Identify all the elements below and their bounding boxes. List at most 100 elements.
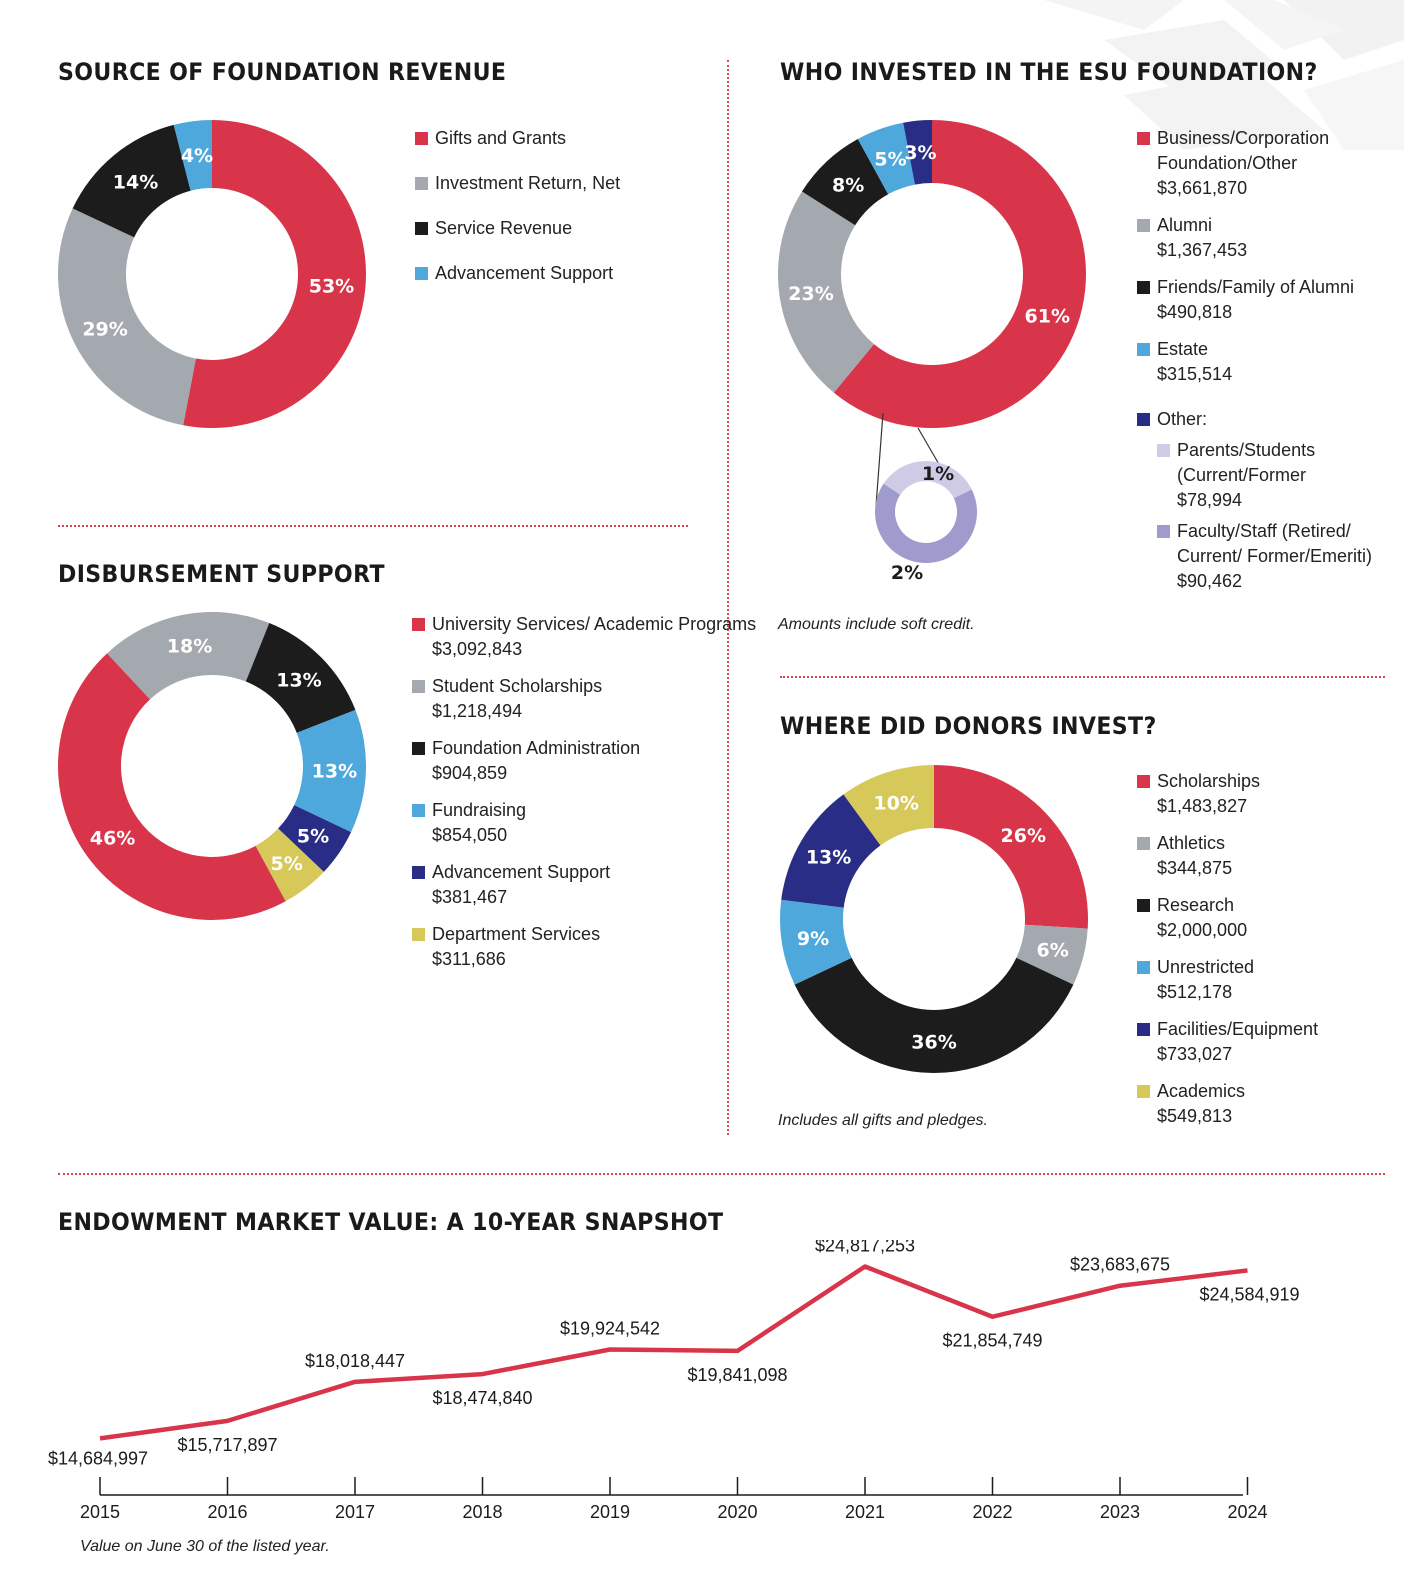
- slice-alumni: [778, 191, 874, 393]
- endowment-title: ENDOWMENT MARKET VALUE: A 10-YEAR SNAPSH…: [58, 1208, 724, 1236]
- connector-line: [917, 427, 941, 467]
- x-tick-label-2022: 2022: [972, 1502, 1012, 1522]
- legend-swatch: [1137, 961, 1150, 974]
- legend-swatch: [412, 618, 425, 631]
- x-tick-label-2015: 2015: [80, 1502, 120, 1522]
- legend-amount: $90,462: [1177, 571, 1243, 591]
- legend-label: Academics: [1157, 1081, 1246, 1101]
- divider-left: [58, 525, 688, 527]
- disbursement-legend-item: Fundraising $854,050: [412, 798, 756, 848]
- legend-label: Fundraising: [432, 800, 527, 820]
- legend-label: Gifts and Grants: [435, 128, 567, 148]
- legend-label: Student Scholarships: [432, 676, 603, 696]
- legend-amount: $3,092,843: [432, 639, 523, 659]
- endowment-series-line: [99, 1264, 1248, 1441]
- background-chevron-pattern: [1044, 0, 1404, 150]
- slice-label-investment-return-net: 29%: [82, 318, 127, 340]
- legend-swatch: [415, 267, 428, 280]
- legend-amount: $2,000,000: [1157, 920, 1248, 940]
- mini-label-faculty: 2%: [891, 562, 923, 584]
- legend-swatch: [412, 804, 425, 817]
- other-breakdown-donut: 1% 2%: [875, 412, 977, 584]
- legend-amount: $311,686: [432, 949, 506, 969]
- x-tick-label-2023: 2023: [1100, 1502, 1140, 1522]
- slice-parents-students-current-former: [883, 461, 972, 499]
- donors-legend-item: Academics $549,813: [1137, 1079, 1318, 1129]
- slice-business-corporation-foundation-other: [833, 120, 1086, 428]
- x-tick-label-2017: 2017: [335, 1502, 375, 1522]
- revenue-donut-chart: 53% 29% 14% 4%: [57, 120, 366, 429]
- slice-advancement-support: [173, 120, 212, 191]
- donors-title: WHERE DID DONORS INVEST?: [780, 712, 1157, 740]
- slice-label-advancement-support: 4%: [181, 145, 213, 167]
- legend-amount: $854,050: [432, 825, 508, 845]
- investors-legend-item: Other: Parents/Students (Current/Former $7…: [1137, 407, 1404, 594]
- legend-label: Business/Corporation Foundation/Other: [1157, 128, 1330, 173]
- slice-unrestricted: [780, 899, 852, 985]
- data-label-2019: $19,924,542: [560, 1318, 660, 1338]
- legend-amount: $1,367,453: [1157, 240, 1248, 260]
- slice-label-estate: 5%: [874, 149, 906, 171]
- legend-label: Other:: [1157, 409, 1208, 429]
- data-label-2024: $24,584,919: [1199, 1284, 1299, 1304]
- donors-legend-item: Athletics $344,875: [1137, 831, 1318, 881]
- slice-label-student-scholarships: 18%: [167, 636, 212, 658]
- legend-label: Alumni: [1157, 215, 1213, 235]
- legend-label: Faculty/Staff (Retired/ Current/ Former/…: [1177, 521, 1373, 566]
- slice-scholarships: [934, 765, 1088, 929]
- legend-label: Service Revenue: [435, 218, 573, 238]
- slice-label-research: 36%: [911, 1032, 956, 1054]
- slice-facilities-equipment: [781, 794, 881, 908]
- revenue-legend-item: Service Revenue: [415, 216, 620, 241]
- disbursement-title: DISBURSEMENT SUPPORT: [58, 560, 385, 588]
- x-tick-label-2024: 2024: [1227, 1502, 1267, 1522]
- donors-legend: Scholarships $1,483,827 Athletics $344,875 R…: [1137, 769, 1318, 1129]
- endowment-line-chart: 2015 2016 2017 2018 2019 2020 2021 2022 2023 2024…: [48, 1240, 1300, 1522]
- legend-label: Estate: [1157, 339, 1209, 359]
- slice-label-service-revenue: 14%: [113, 172, 158, 194]
- legend-amount: $1,483,827: [1157, 796, 1248, 816]
- revenue-legend-item: Investment Return, Net: [415, 171, 620, 196]
- disbursement-legend-item: Department Services $311,686: [412, 922, 756, 972]
- legend-amount: $1,218,494: [432, 701, 523, 721]
- investors-legend-item: Friends/Family of Alumni $490,818: [1137, 275, 1404, 325]
- legend-label: Department Services: [432, 924, 601, 944]
- donors-legend-item: Scholarships $1,483,827: [1137, 769, 1318, 819]
- legend-swatch: [415, 132, 428, 145]
- investors-legend-item: Alumni $1,367,453: [1137, 213, 1404, 263]
- other-sub-legend: Parents/Students (Current/Former $78,994 F…: [1157, 438, 1404, 594]
- disbursement-legend-item: University Services/ Academic Programs $3…: [412, 612, 756, 662]
- slice-label-university-services-academic-programs: 46%: [90, 828, 135, 850]
- data-label-2021: $24,817,253: [815, 1240, 915, 1255]
- revenue-legend-item: Advancement Support: [415, 261, 620, 286]
- legend-swatch: [1137, 899, 1150, 912]
- legend-swatch: [412, 742, 425, 755]
- slice-label-unrestricted: 9%: [797, 928, 829, 950]
- slice-label-advancement-support: 5%: [297, 825, 329, 847]
- disbursement-legend-item: Foundation Administration $904,859: [412, 736, 756, 786]
- legend-amount: $733,027: [1157, 1044, 1233, 1064]
- legend-amount: $904,859: [432, 763, 508, 783]
- slice-fundraising: [294, 709, 366, 833]
- legend-amount: $344,875: [1157, 858, 1233, 878]
- legend-label: Athletics: [1157, 833, 1226, 853]
- slice-other: [903, 120, 932, 185]
- data-label-2017: $18,018,447: [305, 1351, 405, 1371]
- disbursement-legend: University Services/ Academic Programs $3…: [412, 612, 756, 972]
- legend-label: Facilities/Equipment: [1157, 1019, 1319, 1039]
- legend-swatch: [1137, 281, 1150, 294]
- slice-label-gifts-and-grants: 53%: [309, 275, 354, 297]
- legend-swatch: [1137, 837, 1150, 850]
- legend-swatch: [1137, 132, 1150, 145]
- slice-university-services-academic-programs: [58, 653, 286, 920]
- investors-title: WHO INVESTED IN THE ESU FOUNDATION?: [780, 58, 1318, 86]
- mini-label-parents: 1%: [922, 463, 954, 485]
- data-label-2022: $21,854,749: [942, 1331, 1042, 1351]
- slice-academics: [843, 765, 934, 846]
- slice-faculty-staff-retired-current-former-emeriti: [875, 483, 977, 563]
- slice-service-revenue: [72, 124, 191, 238]
- x-tick-label-2021: 2021: [845, 1502, 885, 1522]
- slice-department-services: [255, 828, 324, 902]
- x-tick-label-2018: 2018: [462, 1502, 502, 1522]
- legend-swatch: [1137, 219, 1150, 232]
